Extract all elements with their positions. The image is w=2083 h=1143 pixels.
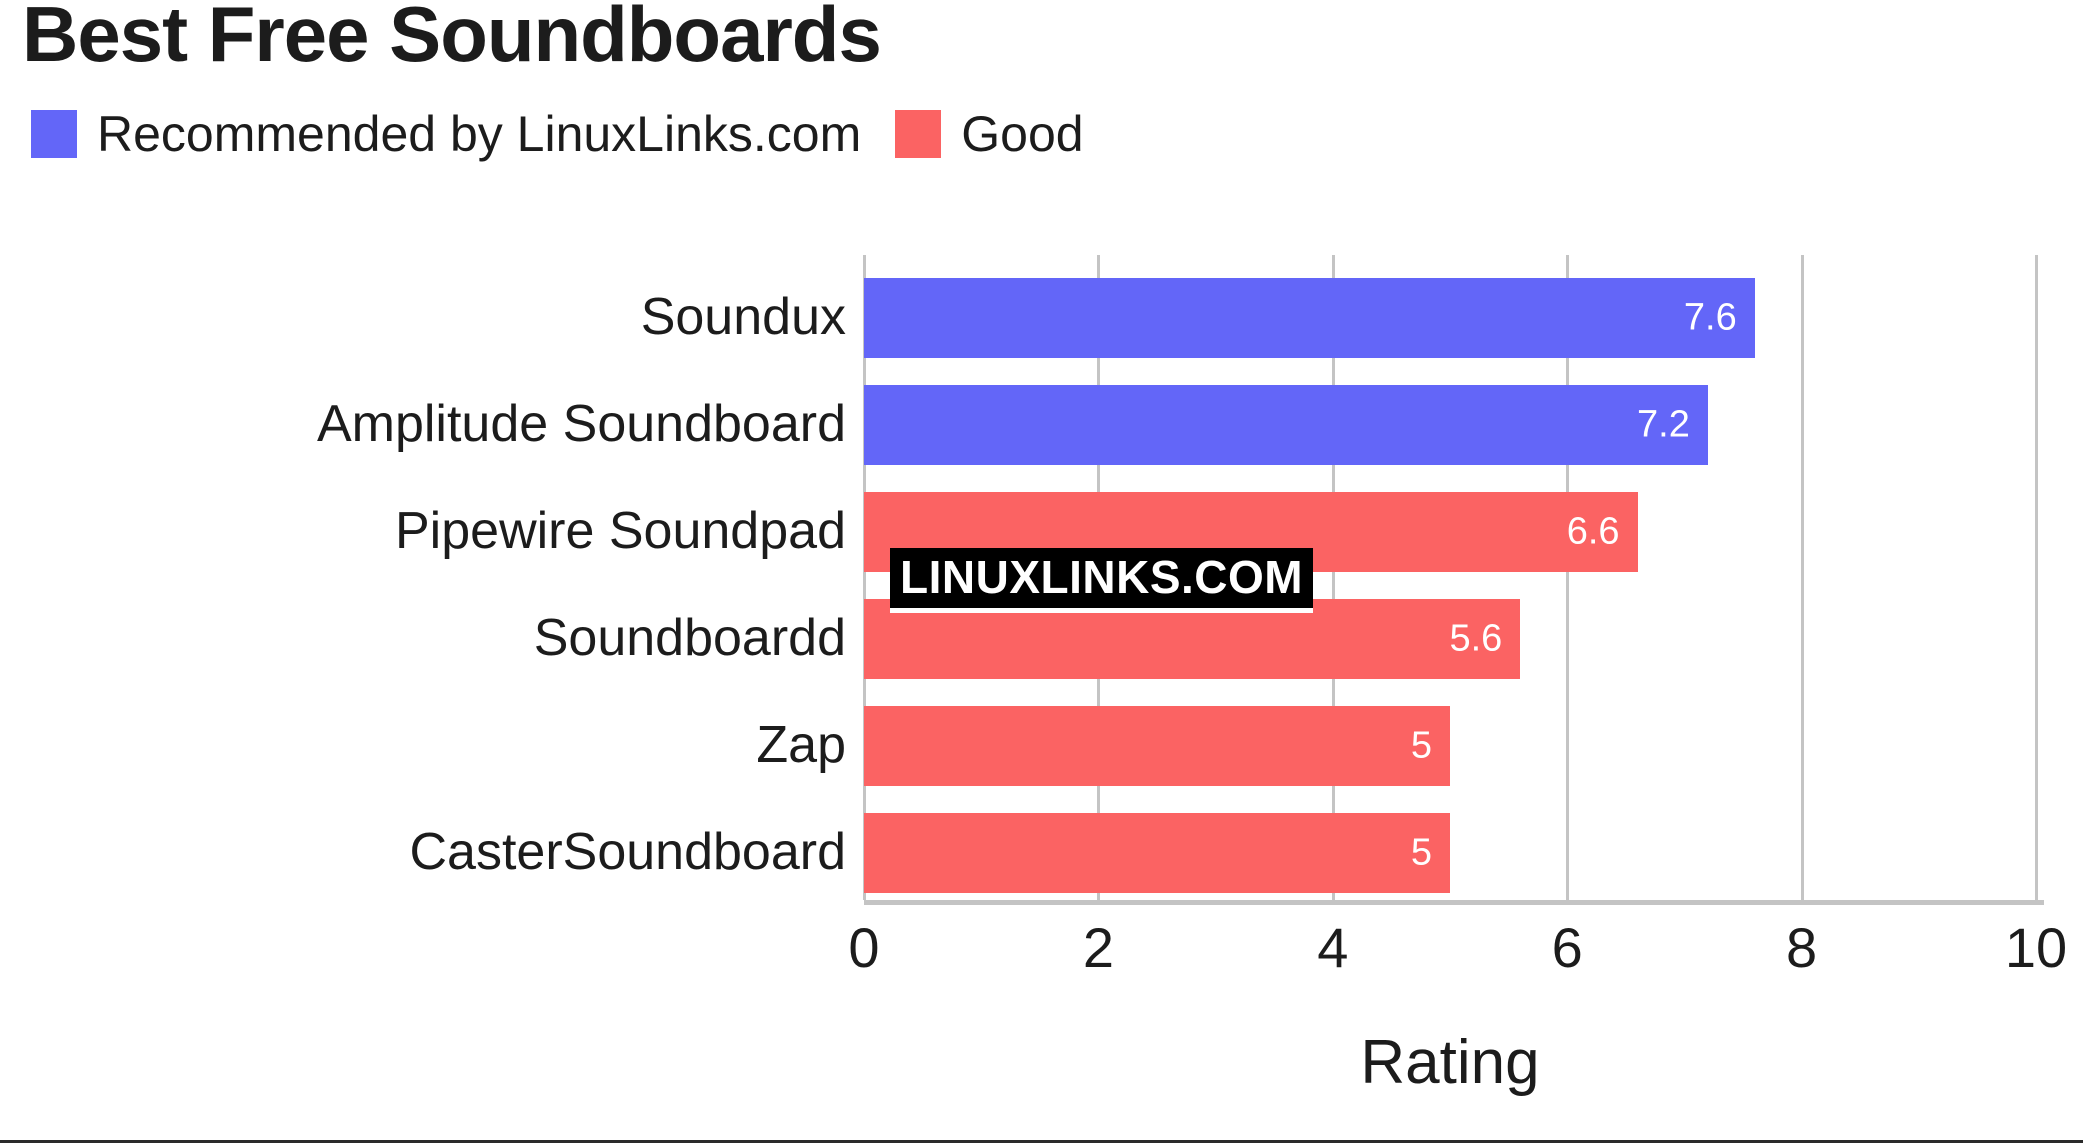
x-tick-label: 10 [2004, 916, 2068, 979]
category-label: Amplitude Soundboard [316, 395, 846, 453]
category-label: Pipewire Soundpad [395, 502, 846, 560]
bar[interactable] [864, 706, 1450, 786]
gridline [863, 255, 866, 900]
plot-area: 7.6 7.2 6.6 5.6 5 5 [863, 255, 2038, 900]
gridline [1331, 255, 1335, 900]
legend-item-recommended[interactable]: Recommended by LinuxLinks.com [31, 104, 861, 164]
x-tick-label: 2 [1082, 916, 1114, 979]
bar[interactable] [864, 813, 1450, 893]
x-tick-label: 6 [1551, 916, 1583, 979]
x-axis-baseline [864, 900, 2044, 905]
chart-legend: Recommended by LinuxLinks.com Good [31, 104, 1118, 164]
legend-swatch-recommended-icon [31, 110, 77, 158]
category-label: CasterSoundboard [409, 823, 846, 881]
x-tick-label: 4 [1317, 916, 1349, 979]
legend-swatch-good-icon [895, 110, 942, 158]
x-tick-label: 0 [848, 916, 880, 979]
bar[interactable] [864, 385, 1708, 465]
bar-value-label: 5.6 [1449, 617, 1503, 660]
bar-row: 5 [864, 706, 2036, 786]
gridline [1566, 255, 1570, 900]
bar-value-label: 7.2 [1637, 403, 1690, 446]
bar-row: 7.2 [864, 385, 2036, 465]
x-axis-title: Rating [1360, 1028, 1540, 1097]
legend-label-good: Good [961, 106, 1084, 162]
category-label: Soundux [640, 288, 846, 346]
bar-value-label: 6.6 [1566, 510, 1620, 553]
bar-row: 7.6 [864, 278, 2036, 358]
bar[interactable] [864, 278, 1755, 358]
bar-value-label: 7.6 [1683, 296, 1737, 339]
bar-row: 5 [864, 813, 2036, 893]
category-label: Zap [756, 716, 846, 774]
legend-label-recommended: Recommended by LinuxLinks.com [97, 106, 862, 162]
gridline [1800, 255, 1804, 900]
category-label: Soundboardd [533, 609, 846, 667]
watermark: LINUXLINKS.COM [890, 548, 1314, 613]
x-tick-label: 8 [1786, 916, 1818, 979]
page-title: Best Free Soundboards [22, 0, 882, 78]
bar-value-label: 5 [1410, 724, 1432, 767]
bar-value-label: 5 [1410, 831, 1432, 874]
gridline [2035, 255, 2038, 900]
legend-item-good[interactable]: Good [895, 104, 1084, 164]
